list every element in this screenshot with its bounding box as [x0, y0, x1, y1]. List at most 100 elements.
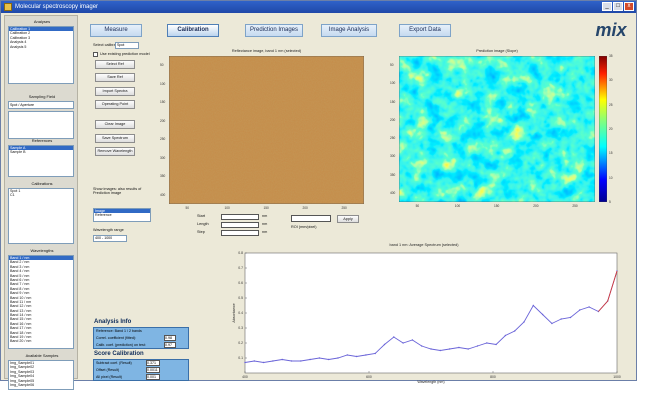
- spectrum-point: [337, 357, 339, 359]
- spectrum-point: [402, 342, 404, 344]
- display-options-list[interactable]: Image Reference: [93, 208, 151, 222]
- analysis-info-value-1: 0.98: [164, 335, 176, 341]
- wavelengths-list[interactable]: Band 1 / nm Band 2 / nm Band 3 / nm Band 4 …: [8, 255, 74, 349]
- score-calibration-title: Score Calibration: [94, 351, 144, 357]
- wavelength-list-item[interactable]: Band 14 / nm: [10, 313, 32, 318]
- x-tick-label: 1000: [613, 375, 621, 379]
- reference-list-item[interactable]: Sample A: [9, 146, 73, 151]
- right-image-x-tick: 50: [415, 204, 420, 208]
- roi-input[interactable]: [291, 215, 331, 222]
- calibration-list-item[interactable]: C1: [10, 193, 15, 198]
- analysis-list-item[interactable]: Calibration 1: [9, 27, 73, 32]
- save-ref-button[interactable]: Save Ref: [95, 73, 135, 82]
- wavelength-list-item[interactable]: Band 4 / nm: [10, 269, 30, 274]
- available-sample-item[interactable]: Img_Sample03: [10, 369, 35, 374]
- wavelength-list-item[interactable]: Band 6 / nm: [10, 277, 30, 282]
- wavelength-list-item[interactable]: Band 9 / nm: [10, 291, 30, 296]
- right-image-y-tick: 100: [390, 81, 396, 86]
- right-image-x-tick: 150: [494, 204, 500, 208]
- analysis-list-item[interactable]: Analysis 4: [10, 40, 27, 45]
- spectrum-point: [309, 358, 311, 361]
- wavelength-list-item[interactable]: Band 2 / nm: [10, 260, 30, 265]
- spectrum-point: [383, 343, 386, 346]
- select-ref-button[interactable]: Select Ref: [95, 60, 135, 69]
- operating-point-button[interactable]: Operating Point: [95, 100, 135, 109]
- tab-prediction-images[interactable]: Prediction Images: [245, 24, 303, 37]
- clear-image-button[interactable]: Clear Image: [95, 120, 135, 129]
- calibrations-title: Calibrations: [31, 181, 53, 186]
- wavelength-list-item[interactable]: Band 15 / nm: [10, 317, 32, 322]
- spectrum-plot[interactable]: 0.8 0.7 0.6 0.5 0.4 0.3 0.2 0.1 400 600 800 1000 Wav…: [231, 249, 621, 385]
- wavelength-list-item[interactable]: Band 8 / nm: [10, 286, 30, 291]
- import-spectra-button[interactable]: Import Spectra: [95, 87, 135, 96]
- display-option-item[interactable]: Image: [94, 209, 150, 214]
- analysis-list-item[interactable]: Analysis 5: [10, 44, 27, 49]
- analysis-info-line-2: Correl. coefficient (fitted):: [96, 336, 137, 340]
- available-sample-item[interactable]: Img_Sample04: [10, 374, 35, 379]
- right-image-y-tick: 50: [390, 63, 394, 68]
- right-image-y-tick: 150: [390, 99, 396, 104]
- spectrum-point: [244, 361, 246, 364]
- wavelength-list-item[interactable]: Band 12 / nm: [10, 304, 32, 309]
- wavelength-range-select[interactable]: 400 - 1000: [93, 235, 127, 242]
- save-spectrum-button[interactable]: Save Spectrum: [95, 134, 135, 143]
- y-tick-label: 0.5: [238, 296, 243, 300]
- wavelength-list-item[interactable]: Band 13 / nm: [10, 308, 32, 313]
- available-sample-item[interactable]: Img_Sample05: [10, 378, 35, 383]
- wavelength-list-item[interactable]: Band 3 / nm: [10, 264, 30, 269]
- x-tick-label: 600: [366, 375, 372, 379]
- reflectance-image[interactable]: [169, 56, 364, 204]
- wavelength-list-item[interactable]: Band 1 / nm: [9, 256, 73, 261]
- sampling-list[interactable]: [8, 111, 74, 139]
- wavelength-list-item[interactable]: Band 17 / nm: [10, 326, 32, 331]
- calibration-list-item[interactable]: Spot 1: [10, 189, 21, 193]
- tab-export-data[interactable]: Export Data: [399, 24, 451, 37]
- existing-model-checkbox[interactable]: [93, 52, 98, 57]
- reference-list-item[interactable]: Sample B: [10, 150, 26, 155]
- spectrum-point: [281, 358, 283, 361]
- roi-row-input[interactable]: [221, 222, 259, 228]
- wavelength-list-item[interactable]: Band 19 / nm: [10, 335, 32, 340]
- wavelength-list-item[interactable]: Band 20 / nm: [10, 339, 32, 344]
- analysis-list-item[interactable]: Calibration 3: [10, 35, 31, 40]
- available-sample-item[interactable]: Img_Sample06: [10, 382, 35, 387]
- wavelength-list-item[interactable]: Band 10 / nm: [10, 295, 32, 300]
- references-list[interactable]: Sample A Sample B: [8, 145, 74, 177]
- analyses-title: Analyses: [33, 19, 51, 24]
- score-line-3: All pixel (Result): [96, 375, 122, 379]
- close-button[interactable]: x: [624, 2, 634, 11]
- spectrum-point: [448, 348, 451, 350]
- apply-button[interactable]: Apply: [337, 215, 359, 223]
- maximize-button[interactable]: □: [613, 2, 623, 11]
- wavelength-list-item[interactable]: Band 16 / nm: [10, 321, 32, 326]
- available-samples-list[interactable]: Img_Sample01 Img_Sample02 Img_Sample03 Img_…: [8, 360, 74, 390]
- analysis-list-item[interactable]: Calibration 2: [10, 31, 31, 36]
- available-sample-item[interactable]: Img_Sample02: [10, 365, 35, 370]
- tab-measure[interactable]: Measure: [90, 24, 142, 37]
- spectrum-point: [300, 360, 302, 362]
- display-option-item[interactable]: Reference: [95, 213, 112, 218]
- remove-wavelength-button[interactable]: Remove Wavelength: [95, 147, 135, 156]
- spectrum-point: [569, 316, 572, 319]
- roi-row-input[interactable]: [221, 214, 259, 220]
- calibration-select[interactable]: Spot: [115, 42, 139, 49]
- minimize-button[interactable]: _: [602, 2, 612, 11]
- analysis-info-title: Analysis Info: [94, 319, 132, 325]
- wavelength-list-item[interactable]: Band 7 / nm: [10, 282, 30, 287]
- wavelength-list-item[interactable]: Band 18 / nm: [10, 330, 32, 335]
- available-sample-item[interactable]: Img_Sample01: [10, 361, 35, 365]
- wavelength-list-item[interactable]: Band 5 / nm: [10, 273, 30, 278]
- roi-row-input[interactable]: [221, 230, 259, 236]
- calibrations-list[interactable]: Spot 1 C1: [8, 188, 74, 244]
- roi-row-label: Length: [197, 222, 209, 226]
- sampling-dropdown[interactable]: Spot / Aperture: [8, 101, 74, 109]
- tab-calibration[interactable]: Calibration: [167, 24, 219, 37]
- wavelength-list-item[interactable]: Band 11 / nm: [10, 299, 32, 304]
- spectrum-point: [541, 313, 544, 316]
- spectrum-point: [551, 322, 553, 325]
- tab-image-analysis[interactable]: Image Analysis: [321, 24, 377, 37]
- spectrum-point: [514, 330, 516, 332]
- wavelength-range-label: Wavelength range: [93, 228, 124, 232]
- prediction-image[interactable]: [399, 56, 595, 202]
